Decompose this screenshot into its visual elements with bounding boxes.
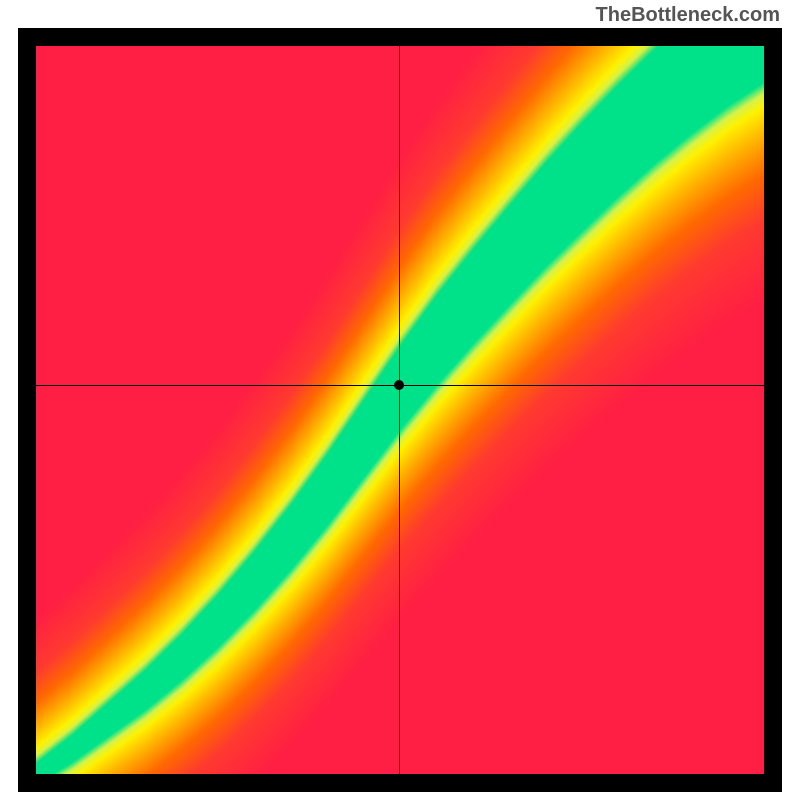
crosshair-vertical bbox=[399, 46, 400, 774]
heatmap-plot bbox=[36, 46, 764, 774]
heatmap-canvas bbox=[36, 46, 764, 774]
watermark-text: TheBottleneck.com bbox=[596, 4, 780, 27]
crosshair-marker bbox=[394, 380, 404, 390]
chart-frame bbox=[18, 28, 782, 792]
root: TheBottleneck.com bbox=[0, 0, 800, 800]
